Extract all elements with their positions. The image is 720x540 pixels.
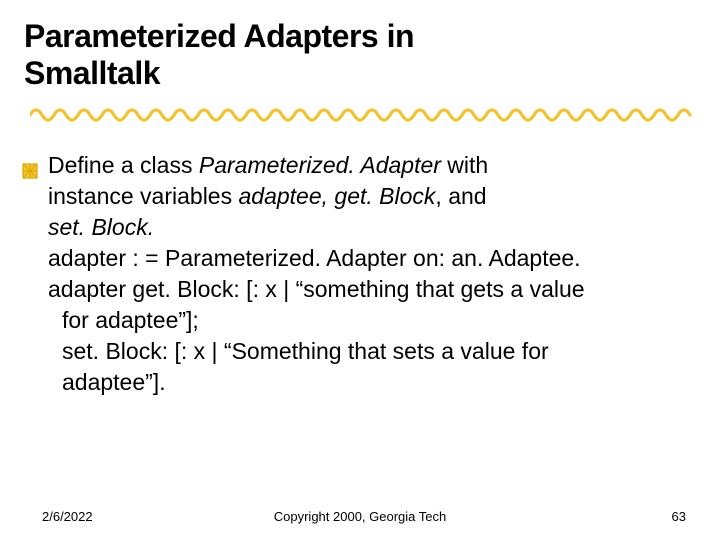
text-segment: set. Block. xyxy=(48,214,154,240)
bullet-icon xyxy=(22,156,38,172)
footer-copyright: Copyright 2000, Georgia Tech xyxy=(274,509,446,524)
text-segment: for adaptee”]; xyxy=(62,307,199,333)
title-line-1: Parameterized Adapters in xyxy=(24,18,414,54)
scribble-underline-icon xyxy=(30,102,700,122)
slide-title: Parameterized Adapters in Smalltalk xyxy=(24,18,696,92)
text-segment: adapter : = Parameterized. Adapter on: a… xyxy=(48,245,581,271)
text-segment: adapter get. Block: [: x | “something th… xyxy=(48,276,585,302)
text-segment: instance variables xyxy=(48,183,239,209)
footer-date: 2/6/2022 xyxy=(42,509,93,524)
slide-footer: 2/6/2022 Copyright 2000, Georgia Tech 63 xyxy=(0,509,720,524)
slide-body: Define a class Parameterized. Adapter wi… xyxy=(24,150,696,398)
title-underline xyxy=(24,102,696,122)
body-line: adapter : = Parameterized. Adapter on: a… xyxy=(48,243,686,274)
text-segment: Parameterized. Adapter xyxy=(199,152,441,178)
text-segment: set. Block: [: x | “Something that sets … xyxy=(62,338,549,364)
text-segment: adaptee, get. Block xyxy=(239,183,436,209)
body-line: adaptee”]. xyxy=(48,367,686,398)
body-line: set. Block. xyxy=(48,212,686,243)
body-line: set. Block: [: x | “Something that sets … xyxy=(48,336,686,367)
body-line: Define a class Parameterized. Adapter wi… xyxy=(22,150,686,181)
body-line: adapter get. Block: [: x | “something th… xyxy=(48,274,686,305)
text-segment: Define a class xyxy=(48,152,199,178)
title-line-2: Smalltalk xyxy=(24,55,160,91)
body-line: instance variables adaptee, get. Block, … xyxy=(48,181,686,212)
footer-page-number: 63 xyxy=(672,509,686,524)
body-line: for adaptee”]; xyxy=(48,305,686,336)
text-segment: with xyxy=(441,152,488,178)
text-segment: , and xyxy=(435,183,486,209)
text-segment: adaptee”]. xyxy=(62,369,166,395)
slide: Parameterized Adapters in Smalltalk Defi… xyxy=(0,0,720,540)
